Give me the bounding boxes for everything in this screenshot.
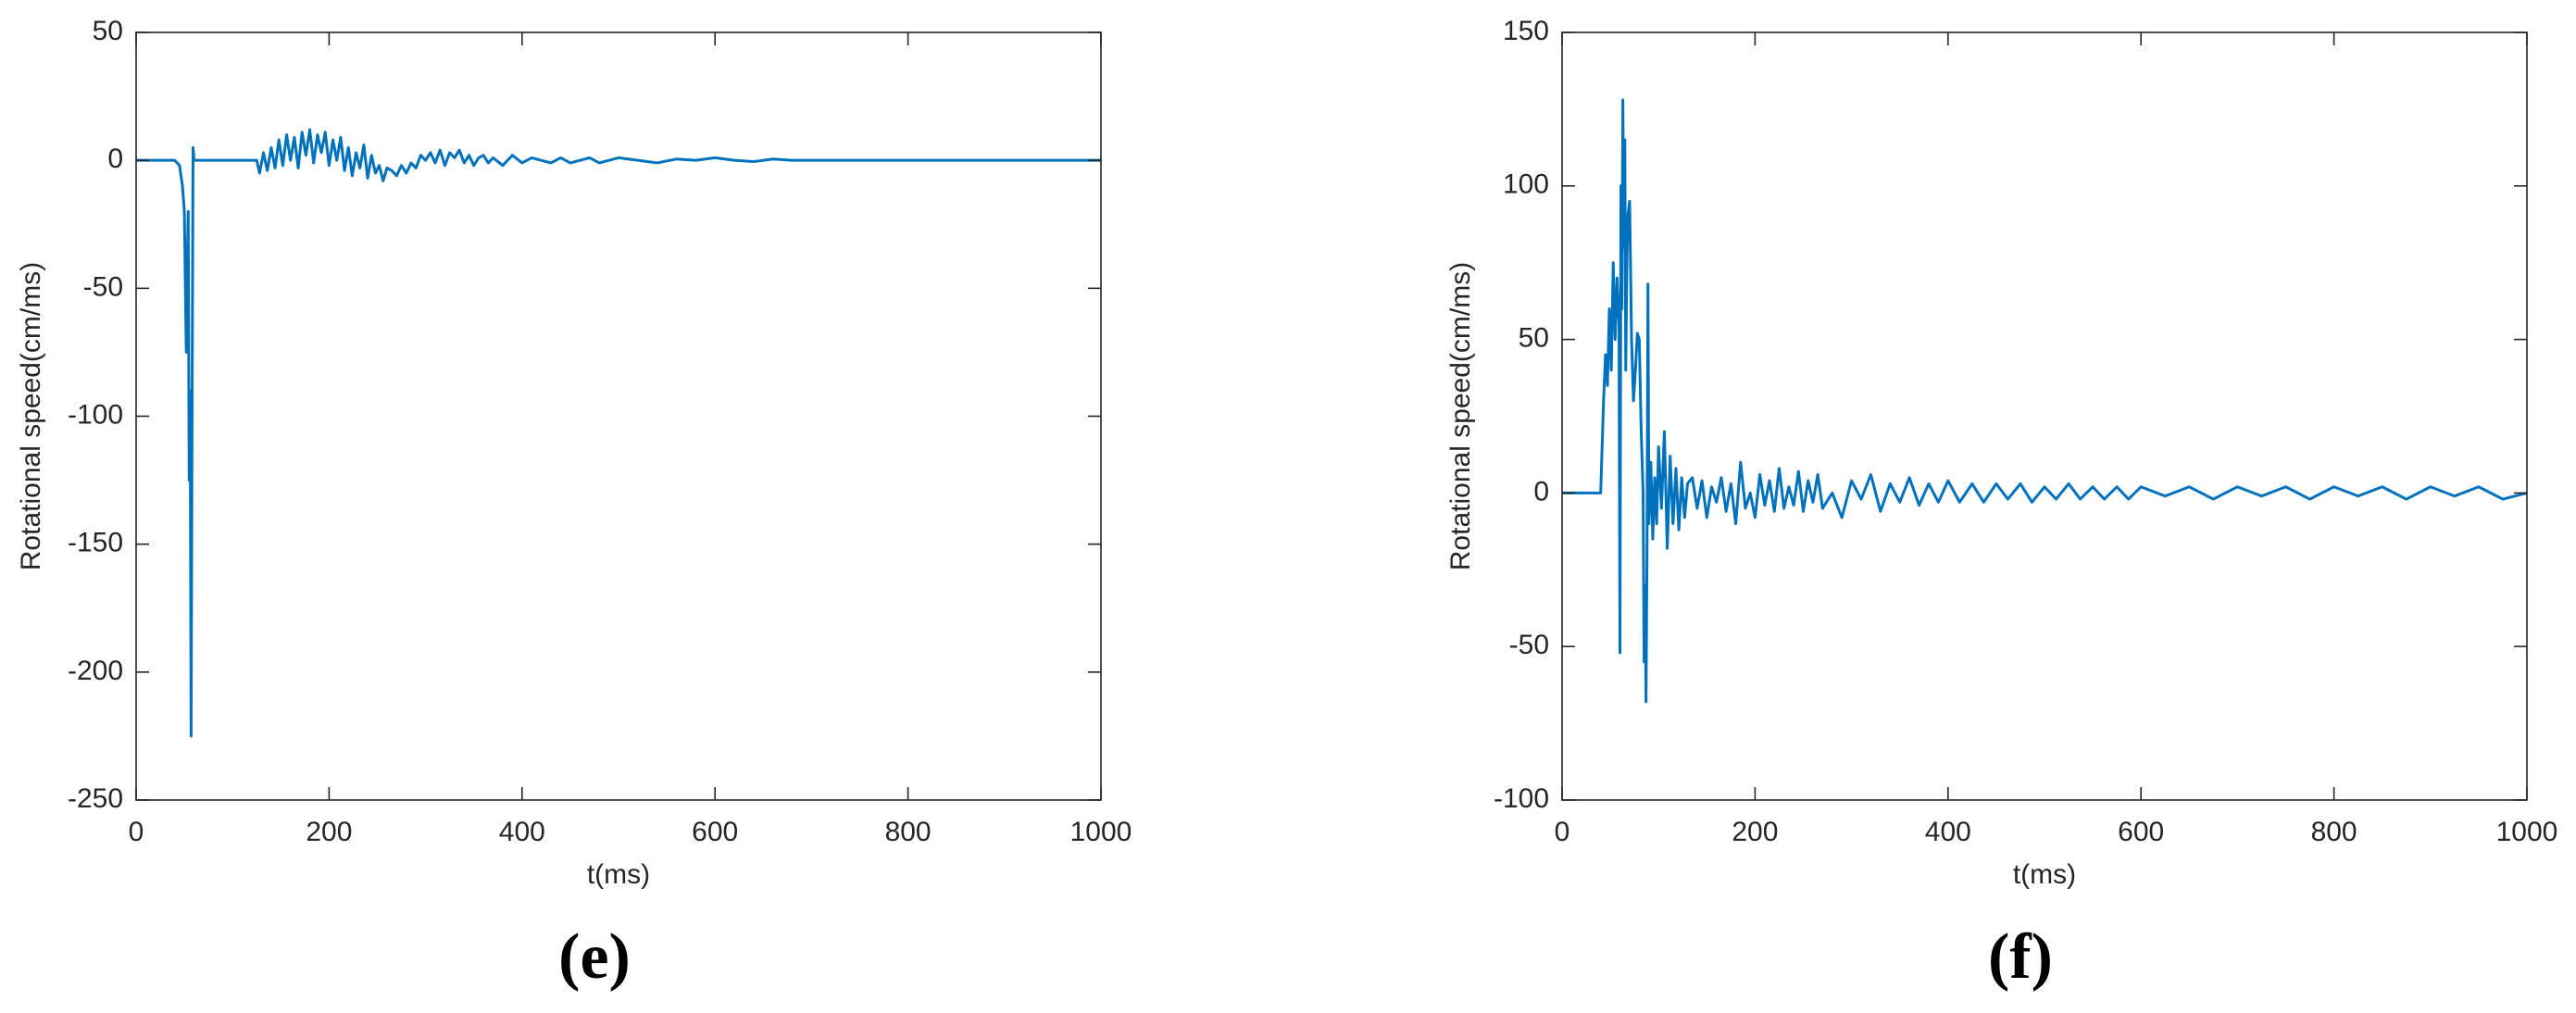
x-axis-label: t(ms) bbox=[587, 859, 650, 890]
x-tick-label: 0 bbox=[1555, 817, 1570, 847]
x-tick-label: 600 bbox=[2118, 817, 2164, 847]
y-tick-label: -50 bbox=[83, 271, 123, 302]
y-tick-label: -200 bbox=[68, 656, 123, 686]
axes-box bbox=[1561, 31, 2528, 801]
x-tick-label: 1000 bbox=[1070, 817, 1132, 847]
chart-panel: 0 200 400 600 800 1000 -100 -50 0 50 100 150 t(ms) Ro… bbox=[1445, 16, 2557, 993]
x-tick-label: 800 bbox=[2311, 817, 2357, 847]
data-line bbox=[136, 128, 1101, 738]
y-axis-label: Rotational speed(cm/ms) bbox=[1445, 262, 1476, 570]
y-tick-label: -250 bbox=[68, 783, 123, 814]
caption: (f) bbox=[1988, 921, 2053, 993]
y-tick-label: -100 bbox=[1494, 783, 1549, 814]
y-tick-label: -150 bbox=[68, 528, 123, 558]
x-tick-label: 200 bbox=[306, 817, 352, 847]
x-tick-label: 800 bbox=[885, 817, 932, 847]
y-tick-label: 150 bbox=[1503, 16, 1549, 46]
chart-panel: 0 200 400 600 800 1000 -250 -200 -150 -100 -50 0 50 t… bbox=[16, 16, 1132, 993]
y-tick-label: -100 bbox=[68, 399, 123, 430]
data-line bbox=[1562, 98, 2528, 704]
y-tick-label: 0 bbox=[107, 144, 123, 174]
y-tick-label: -50 bbox=[1509, 630, 1549, 660]
caption: (e) bbox=[558, 921, 631, 993]
x-tick-label: 200 bbox=[1732, 817, 1778, 847]
x-tick-label: 400 bbox=[1925, 817, 1971, 847]
y-tick-label: 0 bbox=[1533, 476, 1549, 506]
x-tick-label: 400 bbox=[499, 817, 545, 847]
y-axis-label: Rotational speed(cm/ms) bbox=[16, 262, 46, 570]
x-tick-label: 1000 bbox=[2496, 817, 2558, 847]
x-axis-label: t(ms) bbox=[2013, 859, 2076, 890]
y-tick-label: 100 bbox=[1503, 169, 1549, 200]
x-tick-label: 600 bbox=[692, 817, 738, 847]
y-tick-label: 50 bbox=[93, 16, 123, 46]
y-tick-label: 50 bbox=[1519, 323, 1549, 354]
x-tick-label: 0 bbox=[129, 817, 144, 847]
